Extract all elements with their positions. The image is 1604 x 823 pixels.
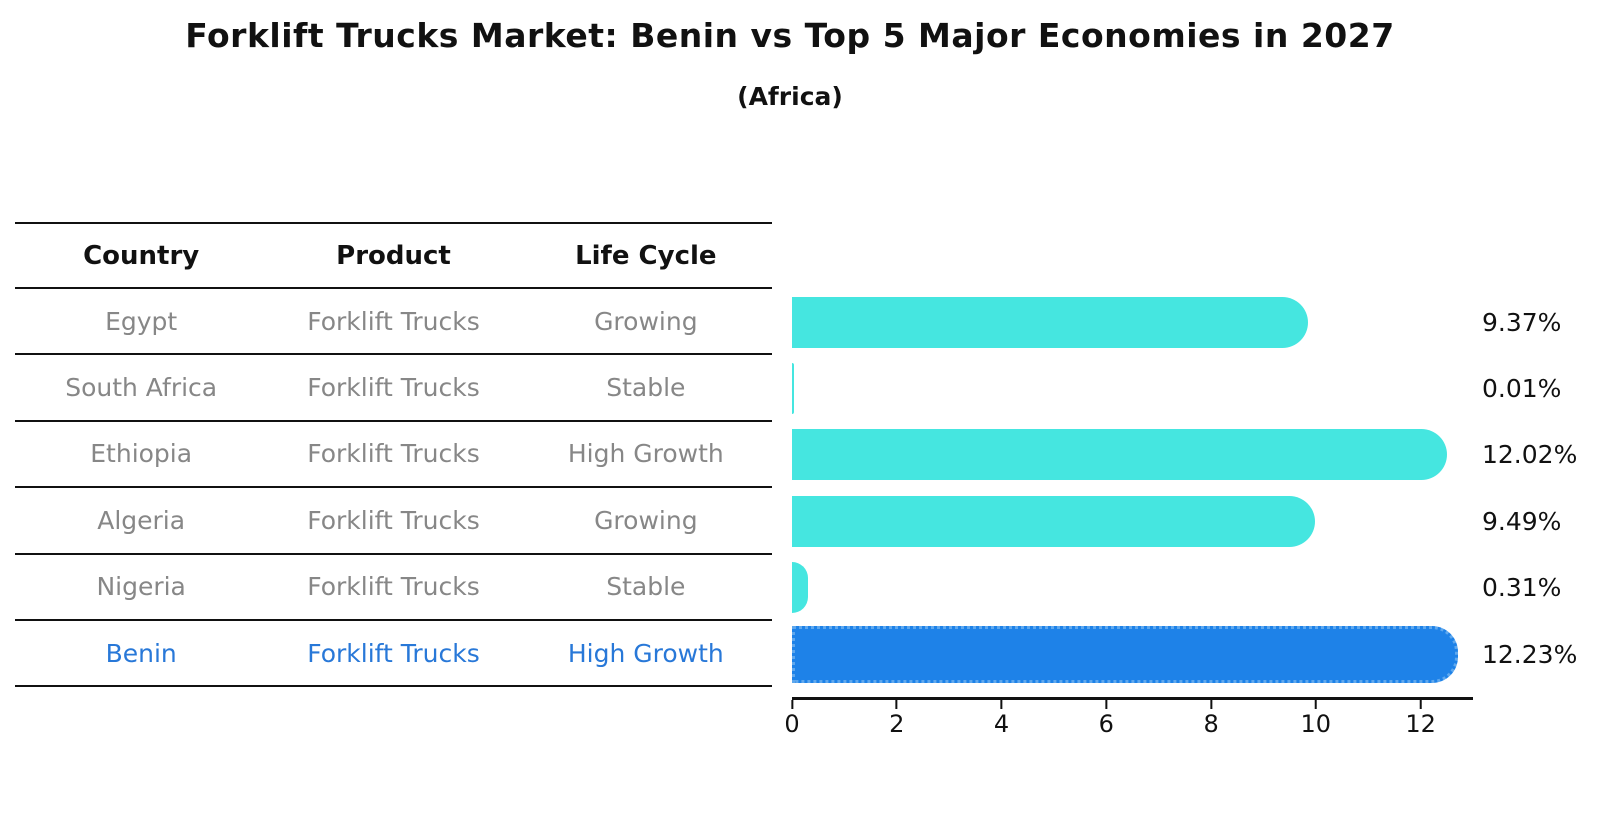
- bar-egypt: [792, 296, 1309, 348]
- country-cell: South Africa: [65, 373, 218, 403]
- table-row: Nigeria Forklift Trucks Stable: [15, 555, 772, 621]
- life-cycle-cell: Growing: [594, 505, 698, 535]
- chart-title: Forklift Trucks Market: Benin vs Top 5 M…: [185, 16, 1395, 55]
- bar-south-africa: [792, 363, 794, 415]
- life-cycle-cell: Stable: [606, 373, 686, 403]
- x-tick-label: 8: [1203, 700, 1218, 738]
- country-cell: Algeria: [97, 505, 186, 535]
- value-label-algeria: 9.49%: [1482, 506, 1562, 536]
- x-tick-label: 2: [889, 700, 904, 738]
- bar-row: [792, 355, 1472, 421]
- value-label-column: 9.37% 0.01% 12.02% 9.49% 0.31% 12.23%: [1482, 289, 1604, 687]
- bar-nigeria: [792, 562, 809, 614]
- bar-chart-plot-area: [792, 289, 1472, 688]
- life-cycle-cell: High Growth: [567, 638, 724, 668]
- table-row-benin-highlight: Benin Forklift Trucks High Growth: [15, 621, 772, 688]
- bar-row: [792, 488, 1472, 554]
- bar-row: [792, 555, 1472, 621]
- x-axis-line: [792, 697, 1473, 700]
- table-row: Algeria Forklift Trucks Growing: [15, 488, 772, 555]
- product-cell: Forklift Trucks: [307, 439, 480, 469]
- x-tick-label: 6: [1099, 700, 1114, 738]
- life-cycle-cell: Stable: [606, 572, 686, 602]
- country-cell: Benin: [105, 638, 177, 668]
- table-row: Egypt Forklift Trucks Growing: [15, 289, 772, 356]
- table-row: South Africa Forklift Trucks Stable: [15, 355, 772, 422]
- x-tick-label: 4: [994, 700, 1009, 738]
- product-cell: Forklift Trucks: [307, 638, 480, 668]
- country-cell: Ethiopia: [90, 439, 193, 469]
- bar-row: [792, 422, 1472, 488]
- product-cell: Forklift Trucks: [307, 505, 480, 535]
- x-axis-ticks: 0 2 4 6 8 10 12: [784, 700, 1473, 740]
- table-row: Ethiopia Forklift Trucks High Growth: [15, 422, 772, 489]
- bar-algeria: [792, 495, 1315, 547]
- table-header-row: Country Product Life Cycle: [15, 222, 772, 289]
- product-cell: Forklift Trucks: [307, 306, 480, 336]
- value-label-nigeria: 0.31%: [1482, 573, 1562, 603]
- value-label-egypt: 9.37%: [1482, 307, 1562, 337]
- country-cell: Egypt: [105, 306, 178, 336]
- x-tick-label: 0: [784, 700, 799, 738]
- comparison-table: Country Product Life Cycle Egypt Forklif…: [15, 222, 772, 688]
- value-label-ethiopia: 12.02%: [1482, 440, 1578, 470]
- x-tick-label: 12: [1405, 700, 1436, 738]
- bar-ethiopia: [792, 429, 1447, 481]
- life-cycle-cell: Growing: [594, 306, 698, 336]
- column-header-product: Product: [336, 240, 451, 271]
- x-tick-label: 10: [1301, 700, 1332, 738]
- country-cell: Nigeria: [96, 572, 186, 602]
- chart-subtitle: (Africa): [737, 82, 843, 111]
- product-cell: Forklift Trucks: [307, 572, 480, 602]
- bar-benin-highlight: [792, 625, 1458, 683]
- column-header-life-cycle: Life Cycle: [575, 240, 717, 271]
- value-label-south-africa: 0.01%: [1482, 374, 1562, 404]
- bar-row: [792, 289, 1472, 355]
- value-label-benin: 12.23%: [1482, 639, 1578, 669]
- bar-row: [792, 621, 1472, 687]
- column-header-country: Country: [83, 240, 200, 271]
- product-cell: Forklift Trucks: [307, 373, 480, 403]
- life-cycle-cell: High Growth: [567, 439, 724, 469]
